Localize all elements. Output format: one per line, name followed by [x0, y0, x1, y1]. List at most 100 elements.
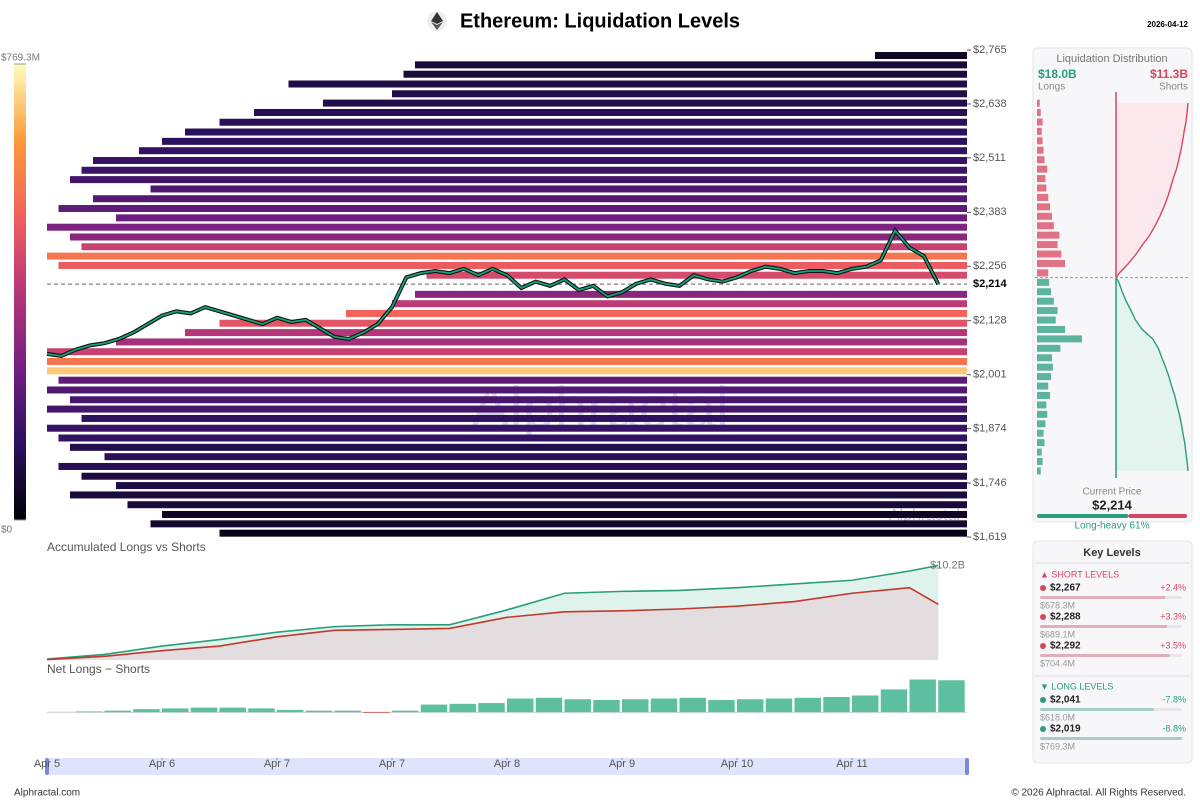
level-dot: [1040, 643, 1046, 649]
profile-bar: [1037, 410, 1048, 418]
net-bar: [679, 697, 706, 713]
profile-bar: [1037, 307, 1058, 315]
liquidation-band: [104, 453, 967, 461]
level-amount: $618.0M: [1040, 712, 1075, 722]
net-bar: [449, 703, 476, 713]
level-track: [1040, 654, 1182, 657]
cumulative-area: [1116, 103, 1188, 278]
distribution-title: Liquidation Distribution: [1056, 53, 1167, 65]
profile-bar: [1037, 137, 1043, 145]
liquidation-band: [162, 137, 967, 145]
profile-bar: [1037, 439, 1045, 447]
profile-bar: [1037, 203, 1051, 211]
current-price-label: $2,214: [973, 278, 1008, 290]
profile-bar: [1037, 156, 1045, 164]
x-tick-label: Apr 7: [264, 758, 290, 770]
current-price-value: $2,214: [1092, 497, 1133, 512]
level-track: [1040, 737, 1182, 740]
liquidation-band: [346, 309, 967, 317]
y-tick-label: $2,383: [973, 206, 1007, 218]
profile-bar: [1037, 212, 1052, 220]
profile-bar: [1037, 127, 1042, 135]
slider-handle[interactable]: [965, 758, 969, 775]
net-bar: [162, 708, 189, 713]
net-bar: [852, 695, 879, 713]
liquidation-band: [70, 491, 967, 499]
balance-bar: [1037, 514, 1129, 518]
x-tick-label: Apr 10: [721, 758, 753, 770]
liquidation-band: [254, 108, 967, 116]
liquidation-band: [47, 252, 967, 260]
net-bar: [363, 712, 390, 713]
net-bar: [248, 708, 275, 713]
eth-logo: [427, 11, 447, 31]
x-tick-label: Apr 6: [149, 758, 175, 770]
net-bar: [650, 698, 678, 713]
liquidation-band: [58, 462, 967, 470]
profile-bar: [1037, 391, 1051, 399]
net-bar: [219, 707, 246, 713]
y-tick-label: $10.2B: [930, 559, 965, 571]
x-tick-label: Apr 5: [34, 758, 60, 770]
section-title: ▲ SHORT LEVELS: [1040, 569, 1119, 579]
price-line: [46, 228, 940, 357]
liquidation-band: [58, 261, 967, 269]
key-levels-title: Key Levels: [1083, 547, 1140, 559]
shorts-total: $11.3B: [1150, 67, 1188, 81]
net-bar: [133, 709, 160, 713]
slider-handle[interactable]: [45, 758, 49, 775]
panel-title: Accumulated Longs vs Shorts: [47, 540, 206, 554]
net-bar: [334, 710, 361, 713]
profile-bar: [1037, 250, 1062, 258]
level-price: $2,019: [1050, 724, 1081, 735]
profile-bar: [1037, 325, 1066, 333]
liquidation-band: [93, 195, 967, 203]
net-bar: [305, 710, 333, 713]
liquidation-band: [139, 147, 967, 155]
range-slider[interactable]: [47, 758, 967, 775]
balance-rest: [1128, 514, 1187, 518]
profile-bar: [1037, 259, 1066, 267]
y-tick-label: $2,256: [973, 260, 1007, 272]
x-tick-label: Apr 11: [836, 758, 868, 770]
current-price-caption: Current Price: [1083, 487, 1142, 498]
profile-bar: [1037, 241, 1058, 249]
level-price: $2,292: [1050, 641, 1081, 652]
balance-label: Long-heavy 61%: [1074, 521, 1149, 532]
liquidation-band: [875, 52, 967, 60]
net-bar: [535, 697, 563, 713]
net-bar: [909, 679, 936, 713]
liquidation-band: [58, 434, 967, 442]
liquidation-band: [415, 290, 967, 298]
level-track: [1040, 708, 1182, 711]
net-bar: [823, 697, 850, 713]
level-amount: $704.4M: [1040, 658, 1075, 668]
profile-bar: [1037, 118, 1043, 126]
liquidation-band: [47, 367, 967, 375]
liquidation-band: [116, 482, 967, 490]
y-tick-label: $2,128: [973, 315, 1007, 327]
level-change: +2.4%: [1160, 582, 1186, 592]
level-dot: [1040, 614, 1046, 620]
net-bar: [593, 700, 620, 713]
level-dot: [1040, 726, 1046, 732]
y-tick-label: $1,874: [973, 423, 1007, 435]
profile-bar: [1037, 288, 1052, 296]
level-change: +3.5%: [1160, 640, 1186, 650]
series-area: [47, 587, 939, 660]
liquidation-band: [81, 243, 967, 251]
level-track: [1040, 596, 1182, 599]
liquidation-band: [58, 205, 967, 213]
footer-copyright: © 2026 Alphractal. All Rights Reserved.: [1011, 788, 1186, 799]
profile-bar: [1037, 335, 1082, 343]
net-bar: [420, 704, 448, 713]
profile-bar: [1037, 184, 1047, 192]
profile-bar: [1037, 382, 1049, 390]
profile-bar: [1037, 109, 1041, 117]
liquidation-band: [47, 386, 967, 394]
y-tick-label: $2,638: [973, 98, 1007, 110]
x-tick-label: Apr 8: [494, 758, 520, 770]
x-tick-label: Apr 7: [379, 758, 405, 770]
profile-bar: [1037, 363, 1053, 371]
